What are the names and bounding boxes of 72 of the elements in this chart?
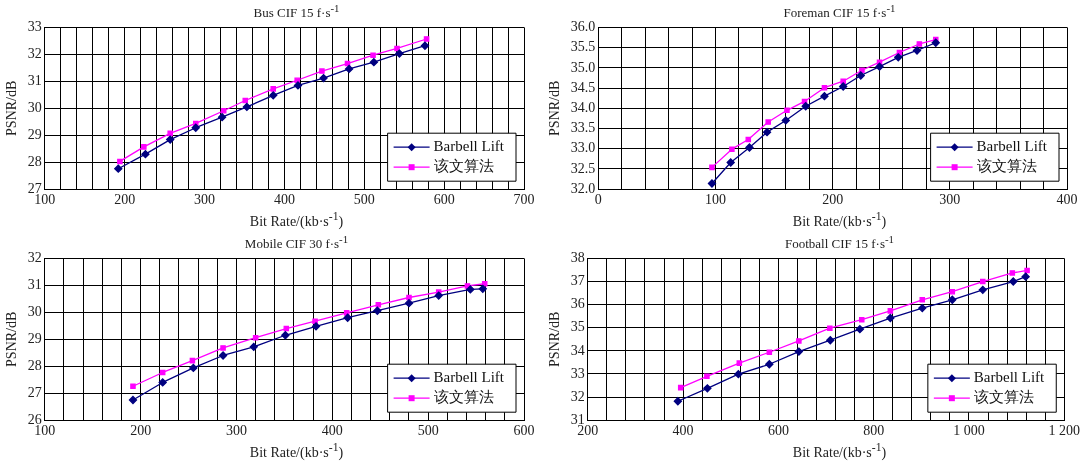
y-axis-title: PSNR/dB bbox=[547, 311, 563, 367]
x-tick-label: 400 bbox=[1056, 192, 1078, 208]
legend-label: 该文算法 bbox=[433, 389, 494, 406]
chart-title: Mobile CIF 30 f·s$^{-1}$ bbox=[243, 233, 350, 253]
x-tick-label: 400 bbox=[672, 423, 694, 439]
legend-label: Barbell Lift bbox=[976, 138, 1048, 155]
x-axis-title: Bit Rate/(kb·s$^{-1}$) bbox=[248, 441, 345, 461]
y-tick-label: 36.0 bbox=[570, 19, 596, 35]
y-tick-label: 33 bbox=[27, 19, 42, 35]
y-tick-label: 32 bbox=[570, 388, 585, 404]
y-tick-label: 29 bbox=[27, 330, 42, 346]
y-tick-label: 33 bbox=[570, 365, 585, 381]
legend-label: Barbell Lift bbox=[973, 369, 1046, 386]
x-tick-label: 400 bbox=[273, 192, 295, 208]
x-tick-label: 300 bbox=[939, 192, 961, 208]
x-tick-label: 100 bbox=[34, 423, 56, 439]
legend-label: 该文算法 bbox=[976, 158, 1037, 175]
y-tick-label: 34.0 bbox=[570, 99, 596, 115]
legend-label: Barbell Lift bbox=[433, 138, 505, 155]
x-axis-title: Bit Rate/(kb·s$^{-1}$) bbox=[791, 441, 888, 461]
y-tick-label: 31 bbox=[27, 73, 42, 89]
y-tick-label: 35.0 bbox=[570, 59, 596, 75]
y-axis-title: PSNR/dB bbox=[4, 80, 20, 136]
x-tick-label: 200 bbox=[577, 423, 599, 439]
legend-label: Barbell Lift bbox=[433, 369, 505, 386]
y-tick-label: 30 bbox=[27, 304, 42, 320]
y-tick-label: 29 bbox=[27, 126, 42, 142]
y-tick-label: 32.5 bbox=[570, 160, 596, 176]
y-tick-label: 33.5 bbox=[570, 120, 596, 136]
x-tick-label: 200 bbox=[114, 192, 136, 208]
x-tick-label: 200 bbox=[130, 423, 152, 439]
x-axis-title: Bit Rate/(kb·s$^{-1}$) bbox=[791, 210, 888, 230]
x-tick-label: 200 bbox=[822, 192, 844, 208]
x-tick-label: 100 bbox=[34, 192, 56, 208]
chart-title: Bus CIF 15 f·s$^{-1}$ bbox=[252, 2, 341, 22]
x-tick-label: 400 bbox=[321, 423, 343, 439]
y-axis-title: PSNR/dB bbox=[547, 80, 563, 136]
x-tick-label: 800 bbox=[863, 423, 885, 439]
y-tick-label: 35.5 bbox=[570, 39, 596, 55]
y-tick-label: 32 bbox=[27, 46, 42, 62]
y-tick-label: 28 bbox=[27, 153, 42, 169]
x-tick-label: 1 200 bbox=[1048, 423, 1080, 439]
x-tick-label: 600 bbox=[767, 423, 789, 439]
y-tick-label: 32.0 bbox=[570, 180, 596, 196]
chart-title: Football CIF 15 f·s$^{-1}$ bbox=[783, 233, 896, 253]
y-tick-label: 30 bbox=[27, 99, 42, 115]
x-tick-label: 1 000 bbox=[953, 423, 985, 439]
y-tick-label: 27 bbox=[27, 384, 42, 400]
x-tick-label: 0 bbox=[594, 192, 602, 208]
y-tick-label: 33.0 bbox=[570, 140, 596, 156]
y-tick-label: 31 bbox=[27, 277, 42, 293]
x-tick-label: 700 bbox=[513, 192, 535, 208]
x-axis-title: Bit Rate/(kb·s$^{-1}$) bbox=[248, 210, 345, 230]
x-tick-label: 100 bbox=[704, 192, 726, 208]
y-tick-label: 28 bbox=[27, 357, 42, 373]
y-tick-label: 38 bbox=[570, 250, 585, 266]
legend-label: 该文算法 bbox=[433, 158, 494, 175]
x-tick-label: 600 bbox=[433, 192, 455, 208]
x-tick-label: 300 bbox=[194, 192, 216, 208]
y-tick-label: 36 bbox=[570, 296, 585, 312]
y-tick-label: 37 bbox=[570, 273, 585, 289]
legend-label: 该文算法 bbox=[973, 389, 1034, 406]
y-tick-label: 34 bbox=[570, 342, 585, 358]
y-axis-title: PSNR/dB bbox=[4, 311, 20, 367]
x-tick-label: 600 bbox=[513, 423, 535, 439]
x-tick-label: 500 bbox=[353, 192, 375, 208]
x-tick-label: 300 bbox=[225, 423, 247, 439]
y-tick-label: 35 bbox=[570, 319, 585, 335]
chart-title: Foreman CIF 15 f·s$^{-1}$ bbox=[782, 2, 897, 22]
x-tick-label: 500 bbox=[417, 423, 439, 439]
y-tick-label: 32 bbox=[27, 250, 42, 266]
y-tick-label: 34.5 bbox=[570, 79, 596, 95]
